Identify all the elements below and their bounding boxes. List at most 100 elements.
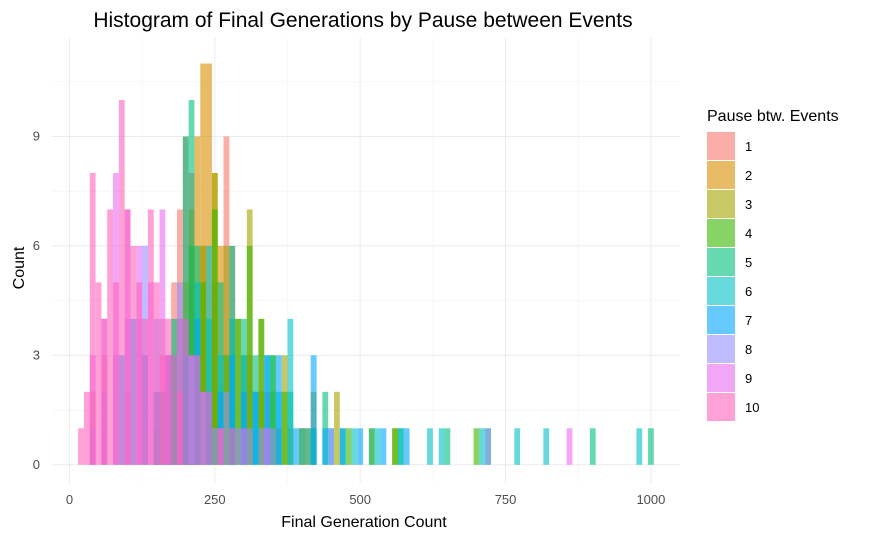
legend-swatch <box>707 306 735 334</box>
histogram-bar <box>206 391 212 465</box>
legend: Pause btw. Events 1 2 3 4 5 6 7 8 9 10 <box>707 108 839 421</box>
legend-item-7: 7 <box>707 306 752 334</box>
histogram-bar <box>444 428 451 465</box>
histogram-bar <box>543 428 550 465</box>
histogram-bar <box>589 428 596 465</box>
histogram-bar <box>281 391 288 465</box>
histogram-bar <box>322 428 329 465</box>
legend-item-1: 1 <box>707 132 752 160</box>
histogram-bar <box>264 355 271 465</box>
series-3 <box>165 172 398 465</box>
chart-title: Histogram of Final Generations by Pause … <box>93 9 632 32</box>
histogram-bar <box>636 428 643 465</box>
histogram-bar <box>648 428 654 465</box>
histogram-bar <box>246 245 253 465</box>
histogram-bar <box>368 428 375 465</box>
legend-label: 3 <box>745 197 752 212</box>
histogram-bar <box>153 282 160 465</box>
histogram-bar <box>397 428 404 465</box>
histogram-bar <box>258 318 265 465</box>
histogram-bar <box>211 209 218 465</box>
histogram-bar <box>293 428 300 465</box>
histogram-bar <box>235 318 241 465</box>
histogram-bar <box>438 428 445 465</box>
legend-label: 10 <box>745 400 759 415</box>
histogram-bar <box>95 282 102 465</box>
histogram-bar <box>136 282 143 465</box>
histogram-bar <box>310 355 317 465</box>
histogram-bar <box>130 245 137 465</box>
legend-item-2: 2 <box>707 161 752 189</box>
histogram-bar <box>107 209 114 465</box>
histogram-bar <box>270 428 276 465</box>
legend-item-10: 10 <box>707 393 759 421</box>
histogram-bar <box>223 391 230 465</box>
histogram-bar <box>113 282 119 465</box>
legend-item-3: 3 <box>707 190 752 218</box>
legend-item-4: 4 <box>707 219 752 247</box>
histogram-bar <box>165 318 172 465</box>
histogram-bar <box>89 172 96 465</box>
legend-item-5: 5 <box>707 248 752 276</box>
legend-label: 5 <box>745 255 752 270</box>
legend-title: Pause btw. Events <box>707 108 839 125</box>
histogram-bar <box>182 318 189 465</box>
legend-swatch <box>707 364 735 392</box>
histogram-bar <box>124 209 131 465</box>
legend-swatch <box>707 248 735 276</box>
histogram-bar <box>211 428 218 465</box>
histogram-bar <box>287 318 294 465</box>
histogram-bar <box>217 428 224 465</box>
histogram-bar <box>142 318 148 465</box>
legend-swatch <box>707 393 735 421</box>
histogram-bar <box>275 355 282 465</box>
histogram-bar <box>118 100 125 465</box>
legend-label: 1 <box>745 139 752 154</box>
histogram-bar <box>182 136 189 465</box>
histogram-bar <box>403 428 410 465</box>
legend-item-6: 6 <box>707 277 752 305</box>
histogram-bar <box>159 209 166 465</box>
x-tick-label: 750 <box>495 492 517 507</box>
x-axis-title: Final Generation Count <box>281 514 447 531</box>
legend-label: 7 <box>745 313 752 328</box>
histogram-bar <box>147 209 154 465</box>
histogram-bar <box>78 428 84 465</box>
histogram-bar <box>485 428 492 465</box>
histogram-bar <box>566 428 573 465</box>
legend-label: 4 <box>745 226 752 241</box>
y-tick-label: 3 <box>33 347 40 362</box>
histogram-bar <box>339 428 346 465</box>
histogram-bar <box>200 391 207 465</box>
histogram-bar <box>188 355 195 465</box>
histogram-bar <box>334 391 340 465</box>
histogram-bar <box>171 355 178 465</box>
tick-labels: 0 250 500 750 1000 0 3 6 9 <box>33 128 666 507</box>
legend-item-9: 9 <box>707 364 752 392</box>
histogram-bar <box>229 428 236 465</box>
histogram-bar <box>223 245 230 465</box>
legend-label: 9 <box>745 371 752 386</box>
histogram-bar <box>240 428 247 465</box>
histogram-bar <box>357 428 364 465</box>
legend-swatch <box>707 132 735 160</box>
histogram-bar <box>473 428 480 465</box>
histogram-bar <box>177 391 183 465</box>
histogram-bar <box>345 428 352 465</box>
histogram-bar <box>514 428 521 465</box>
x-tick-label: 1000 <box>636 492 665 507</box>
y-tick-label: 0 <box>33 457 40 472</box>
histogram-bar <box>229 355 236 465</box>
histogram-bar <box>374 428 381 465</box>
histogram-bar <box>328 428 335 465</box>
histogram-bar <box>83 391 90 465</box>
y-tick-label: 9 <box>33 128 40 143</box>
histogram-bar <box>392 428 398 465</box>
y-axis-title: Count <box>11 246 28 289</box>
histogram-bar <box>270 355 276 465</box>
legend-keys: 1 2 3 4 5 6 7 8 9 10 <box>707 132 759 421</box>
histogram-bar <box>235 428 241 465</box>
histogram-bar <box>200 282 207 465</box>
